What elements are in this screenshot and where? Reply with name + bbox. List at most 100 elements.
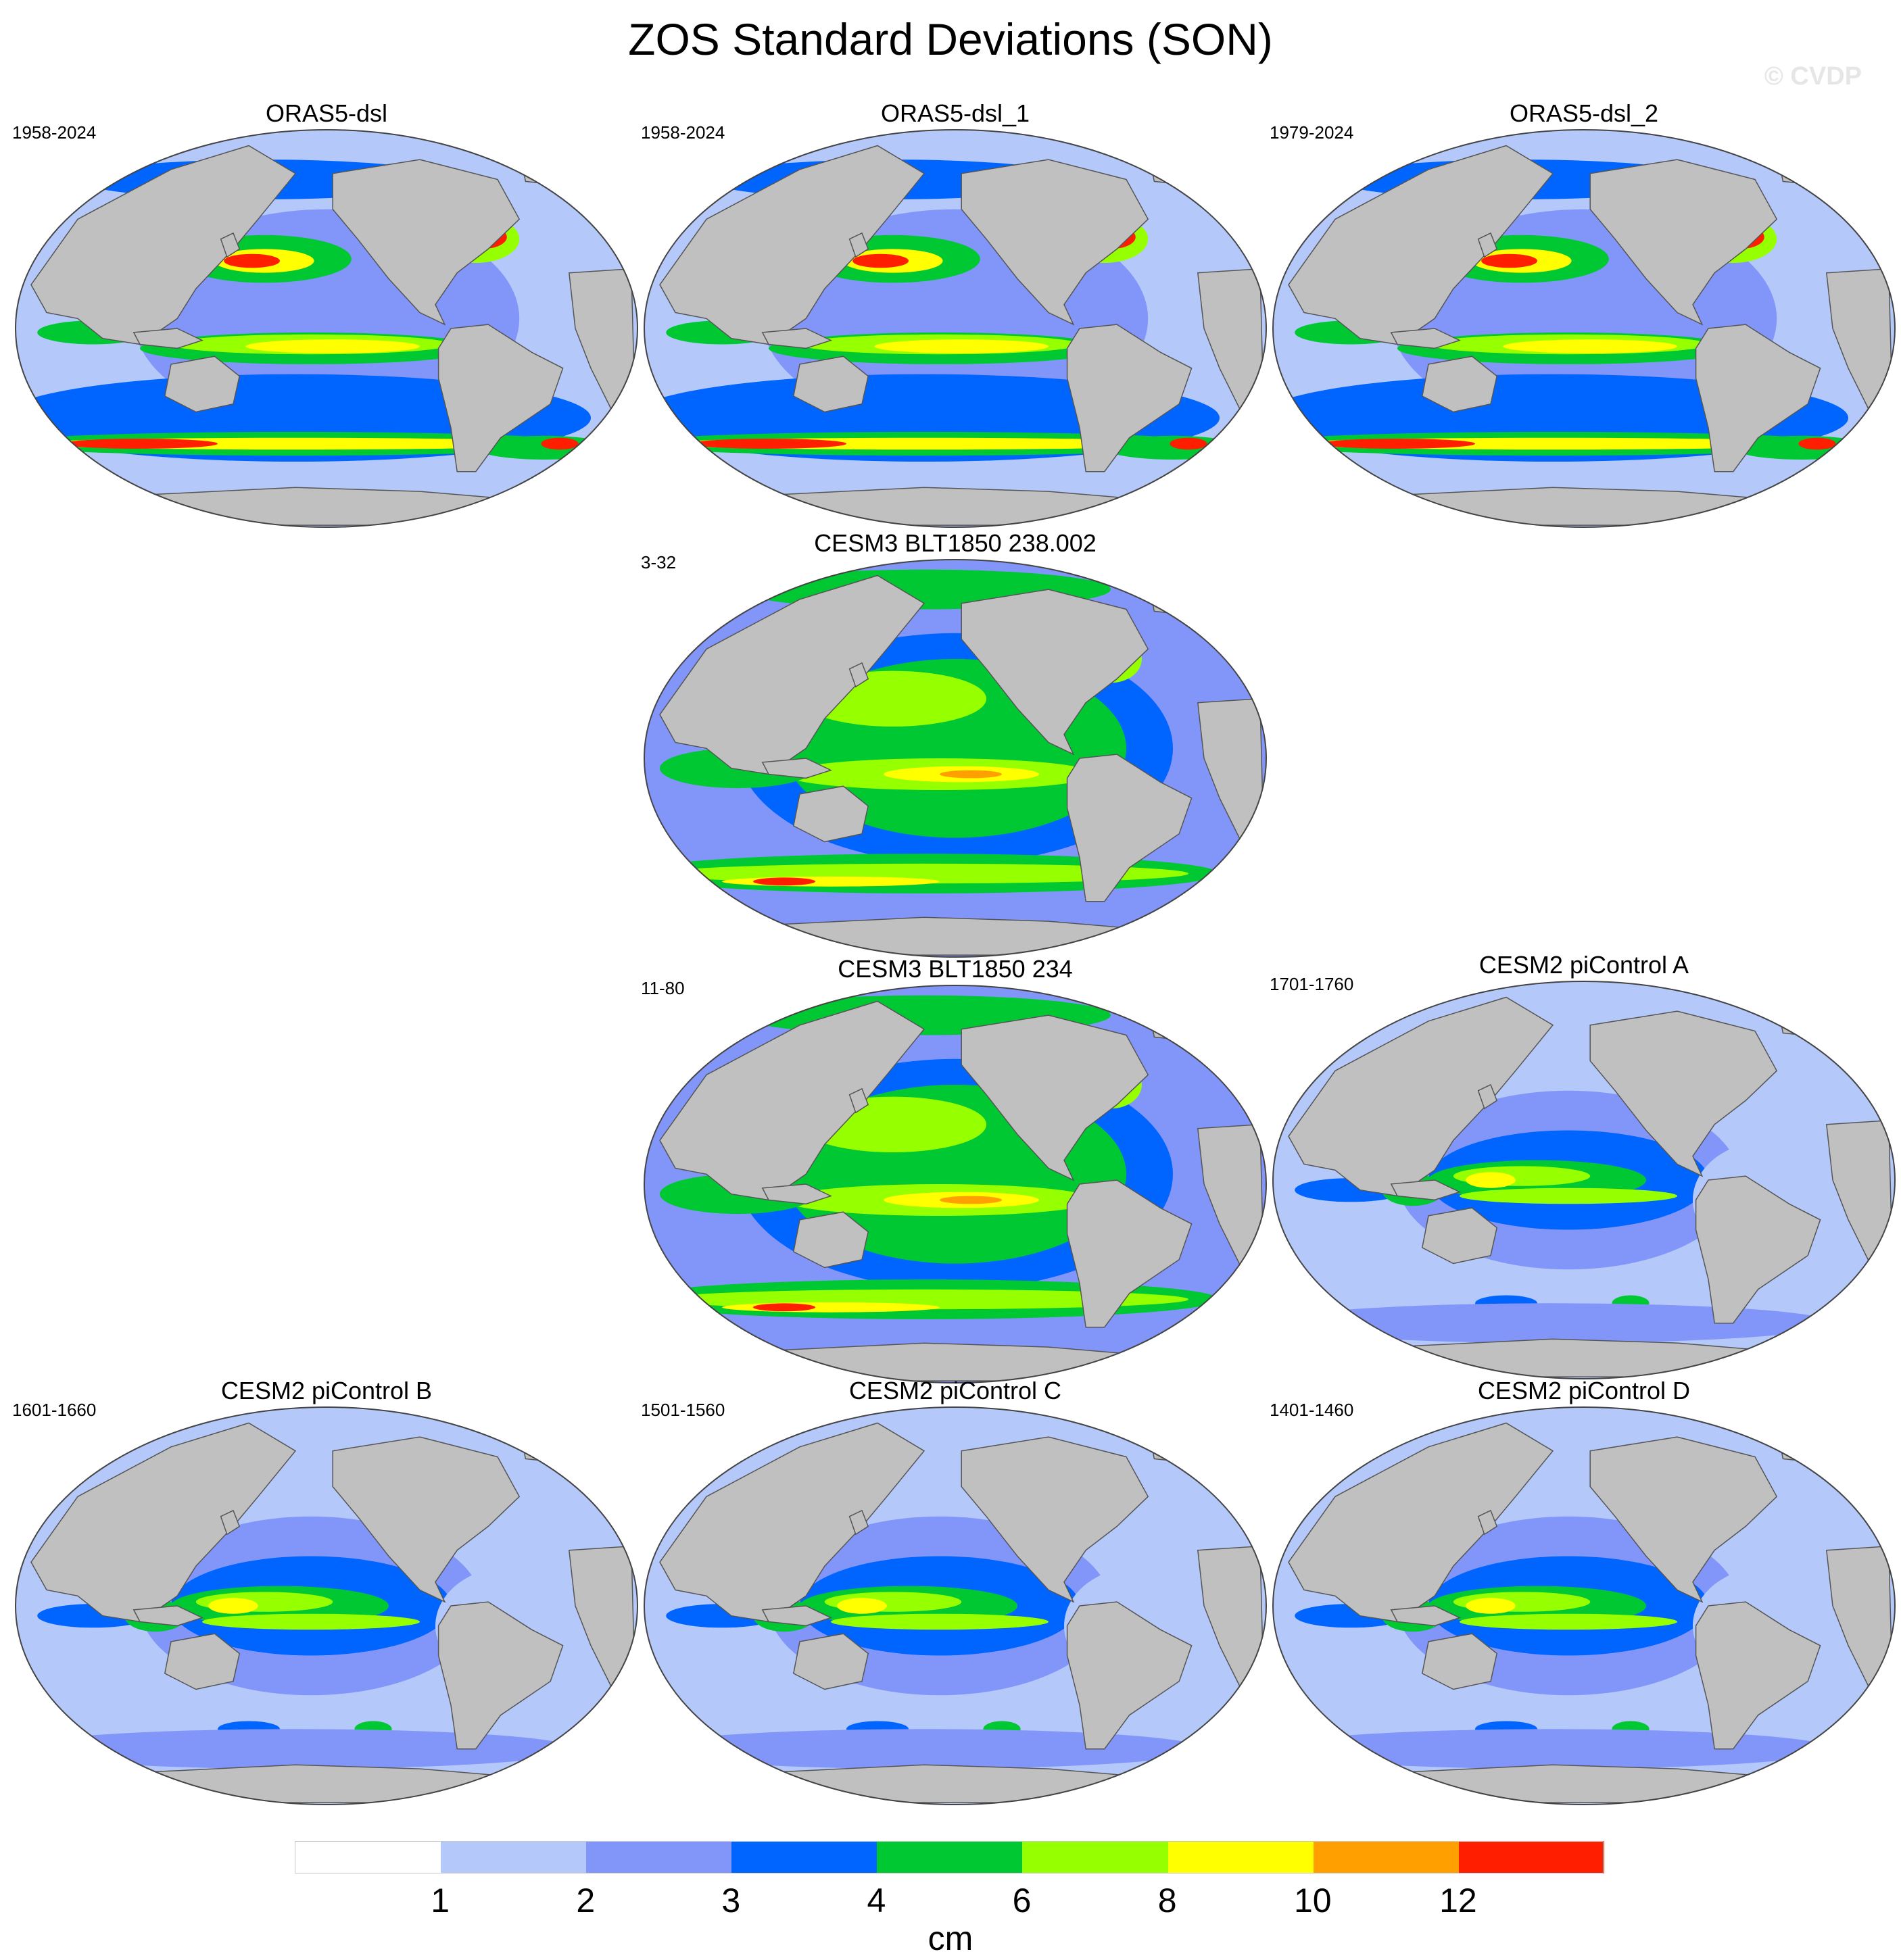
panel-title: CESM2 piControl D xyxy=(1477,1377,1691,1404)
land-eurasia xyxy=(659,1000,925,1201)
land-australia xyxy=(792,785,869,843)
land-australia xyxy=(164,356,241,413)
std-dev-region xyxy=(1460,1613,1677,1630)
land-japan xyxy=(848,1087,869,1114)
land-indonesia xyxy=(1390,1605,1462,1627)
land-southam xyxy=(1066,1601,1193,1750)
map-outline xyxy=(644,985,1267,1383)
land-northam xyxy=(1589,1010,1778,1177)
panel-period: 1979-2024 xyxy=(1270,122,1354,143)
land-japan xyxy=(1477,1083,1498,1110)
colorbar-segment xyxy=(731,1841,877,1873)
panel-period: 1958-2024 xyxy=(12,122,97,143)
land-indonesia xyxy=(761,1605,833,1627)
land-eurasia xyxy=(659,145,925,345)
land-northam xyxy=(961,159,1149,326)
colorbar xyxy=(295,1841,1604,1873)
std-dev-region xyxy=(874,339,1049,353)
std-dev-region xyxy=(940,1196,1002,1204)
land-indonesia xyxy=(761,1183,833,1205)
land-australia xyxy=(792,1211,869,1269)
colorbar-tick-label: 4 xyxy=(867,1882,886,1919)
std-dev-region xyxy=(1170,437,1207,450)
panel-title: ORAS5-dsl_1 xyxy=(880,99,1030,127)
map-panel-oras5-dsl-2: ORAS5-dsl_2 1979-2024 xyxy=(1270,99,1898,531)
panel-period: 1501-1560 xyxy=(641,1400,725,1420)
colorbar-frame xyxy=(295,1841,1604,1873)
std-dev-region xyxy=(852,253,909,268)
land-eurasia xyxy=(30,1422,297,1623)
land-northam xyxy=(332,1436,521,1603)
land-australia xyxy=(792,1633,869,1690)
land-indonesia xyxy=(1390,328,1462,349)
map-cesm2-c xyxy=(644,1406,1267,1805)
panel-period: 1401-1460 xyxy=(1270,1400,1354,1420)
std-dev-region xyxy=(691,439,846,449)
std-dev-region xyxy=(753,877,815,886)
colorbar-segment xyxy=(440,1841,587,1873)
colorbar-tick-label: 1 xyxy=(431,1882,450,1919)
panel-period: 1601-1660 xyxy=(12,1400,97,1420)
colorbar-unit-label: cm xyxy=(928,1919,973,1957)
map-panel-cesm2-d: CESM2 piControl D 1401-1460 xyxy=(1270,1376,1898,1809)
colorbar-tick-label: 8 xyxy=(1157,1882,1177,1919)
land-japan xyxy=(220,232,241,258)
colorbar-segment xyxy=(295,1841,441,1873)
land-southam xyxy=(437,324,564,472)
colorbar-segment xyxy=(1167,1841,1314,1873)
land-indonesia xyxy=(761,328,833,349)
land-indonesia xyxy=(133,1605,204,1627)
std-dev-region xyxy=(1481,253,1537,268)
colorbar-tick-label: 2 xyxy=(576,1882,596,1919)
map-cesm3-234 xyxy=(644,985,1267,1383)
land-northam xyxy=(1589,159,1778,326)
land-southam xyxy=(1695,324,1821,472)
std-dev-region xyxy=(245,339,420,353)
land-southam xyxy=(1695,1601,1821,1750)
map-panel-cesm2-c: CESM2 piControl C 1501-1560 xyxy=(641,1376,1270,1809)
map-oras5-dsl-1 xyxy=(644,129,1267,528)
std-dev-region xyxy=(753,1303,815,1312)
map-outline xyxy=(644,129,1267,528)
land-australia xyxy=(1421,1207,1498,1265)
map-cesm2-d xyxy=(1272,1406,1896,1805)
figure-title: ZOS Standard Deviations (SON) xyxy=(628,14,1273,64)
colorbar-segment xyxy=(1458,1841,1604,1873)
map-oras5-dsl xyxy=(15,129,638,528)
panel-title: ORAS5-dsl xyxy=(265,99,388,127)
std-dev-region xyxy=(62,439,218,449)
map-panel-cesm3-234: CESM3 BLT1850 234 11-80 xyxy=(641,954,1270,1387)
land-southam xyxy=(1066,1179,1193,1328)
std-dev-region xyxy=(831,1613,1049,1630)
land-japan xyxy=(848,232,869,258)
std-dev-region xyxy=(541,437,579,450)
land-greenland xyxy=(1147,1426,1205,1464)
land-northam xyxy=(961,1436,1149,1603)
panel-period: 3-32 xyxy=(641,552,677,572)
land-greenland xyxy=(519,149,577,187)
land-japan xyxy=(1477,1509,1498,1536)
land-northam xyxy=(961,1014,1149,1181)
map-outline xyxy=(1272,1406,1896,1805)
land-japan xyxy=(220,1509,241,1536)
cvdp-watermark: © CVDP xyxy=(1764,62,1862,91)
panel-title: CESM2 piControl A xyxy=(1478,951,1689,979)
land-indonesia xyxy=(1390,1179,1462,1201)
std-dev-region xyxy=(837,1598,887,1614)
land-australia xyxy=(792,356,869,413)
land-australia xyxy=(1421,1633,1498,1690)
std-dev-region xyxy=(1273,1729,1833,1769)
map-cesm3-238-002 xyxy=(644,559,1267,958)
std-dev-region xyxy=(1320,439,1475,449)
std-dev-region xyxy=(1466,1172,1516,1188)
land-greenland xyxy=(1776,149,1834,187)
land-northam xyxy=(961,589,1149,756)
std-dev-region xyxy=(16,1729,575,1769)
colorbar-tick-label: 3 xyxy=(721,1882,741,1919)
colorbar-segment xyxy=(876,1841,1023,1873)
colorbar-tick-label: 12 xyxy=(1439,1882,1477,1919)
map-oras5-dsl-2 xyxy=(1272,129,1896,528)
panel-title: ORAS5-dsl_2 xyxy=(1509,99,1659,127)
std-dev-region xyxy=(1466,1598,1516,1614)
panel-period: 11-80 xyxy=(641,978,685,998)
